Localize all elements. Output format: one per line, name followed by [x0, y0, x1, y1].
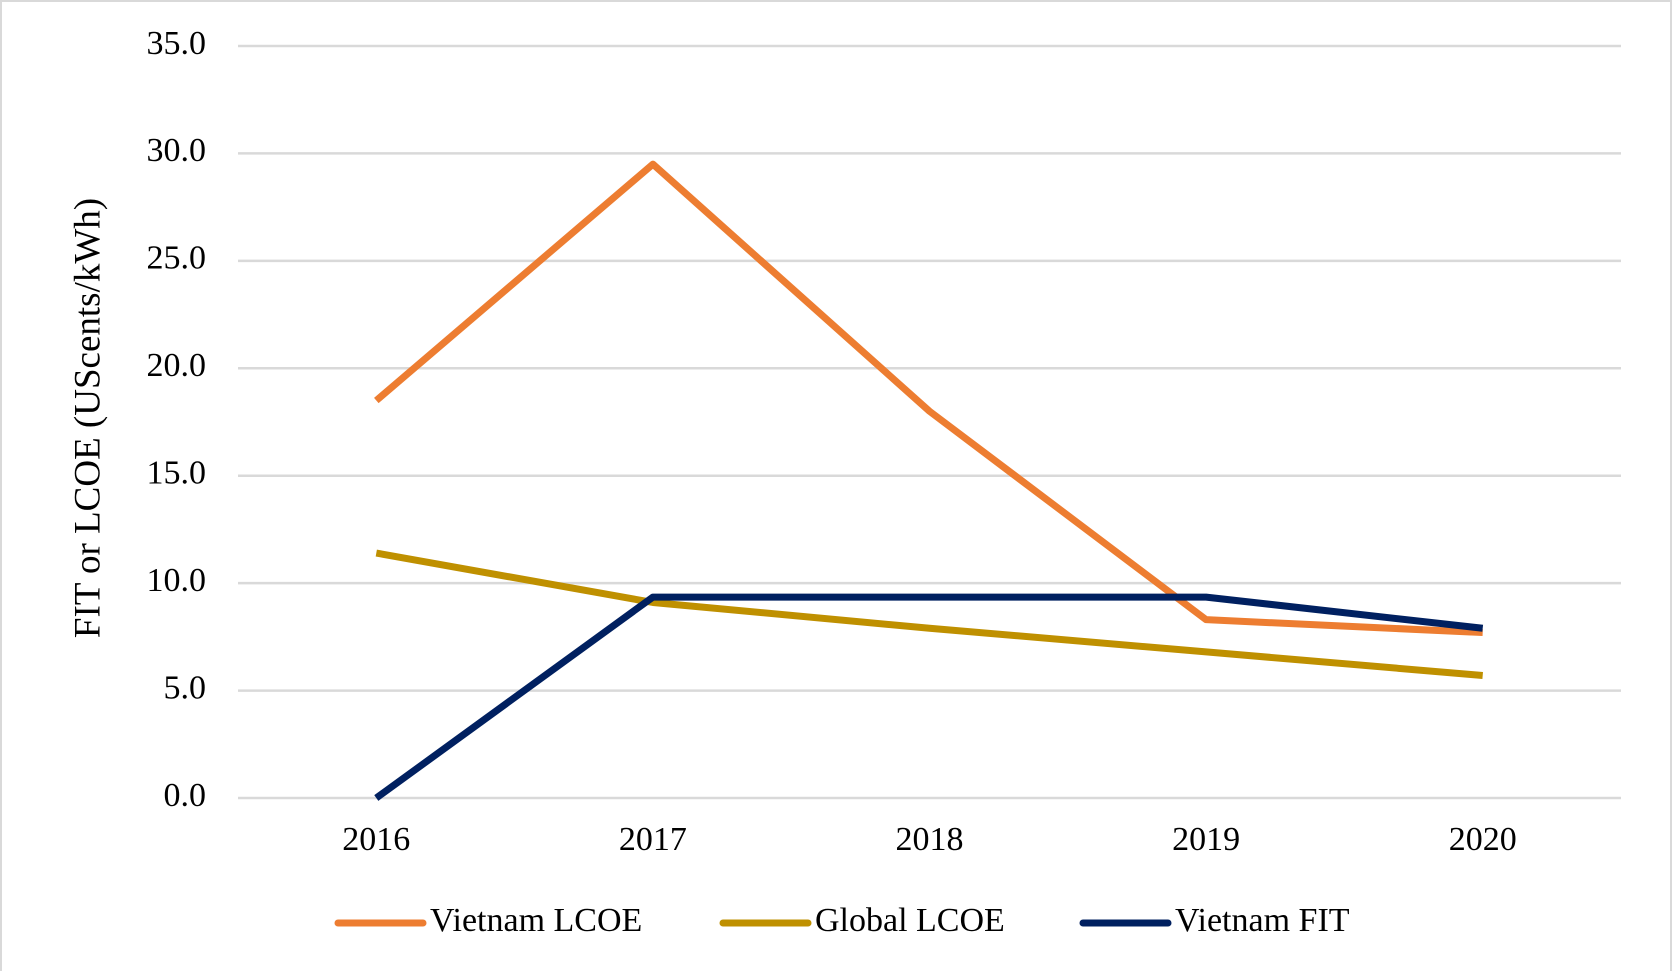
- x-tick-label: 2017: [619, 821, 687, 858]
- y-tick-label: 25.0: [147, 240, 207, 277]
- y-tick-label: 5.0: [164, 669, 207, 706]
- y-tick-label: 0.0: [164, 777, 207, 814]
- x-tick-label: 2016: [342, 821, 410, 858]
- y-tick-label: 20.0: [147, 347, 207, 384]
- x-tick-label: 2018: [896, 821, 964, 858]
- x-tick-label: 2020: [1449, 821, 1517, 858]
- y-tick-label: 35.0: [147, 25, 207, 62]
- legend-label: Vietnam FIT: [1175, 902, 1350, 939]
- legend-label: Vietnam LCOE: [430, 902, 642, 939]
- series-line: [374, 160, 1483, 637]
- y-tick-label: 15.0: [147, 455, 207, 492]
- series-line: [375, 549, 1483, 680]
- series-line: [374, 593, 1484, 801]
- legend-label: Global LCOE: [815, 902, 1005, 939]
- y-tick-label: 30.0: [147, 132, 207, 169]
- y-tick-label: 10.0: [147, 562, 207, 599]
- y-axis-label: FIT or LCOE (UScents/kWh): [67, 198, 108, 638]
- x-tick-label: 2019: [1172, 821, 1240, 858]
